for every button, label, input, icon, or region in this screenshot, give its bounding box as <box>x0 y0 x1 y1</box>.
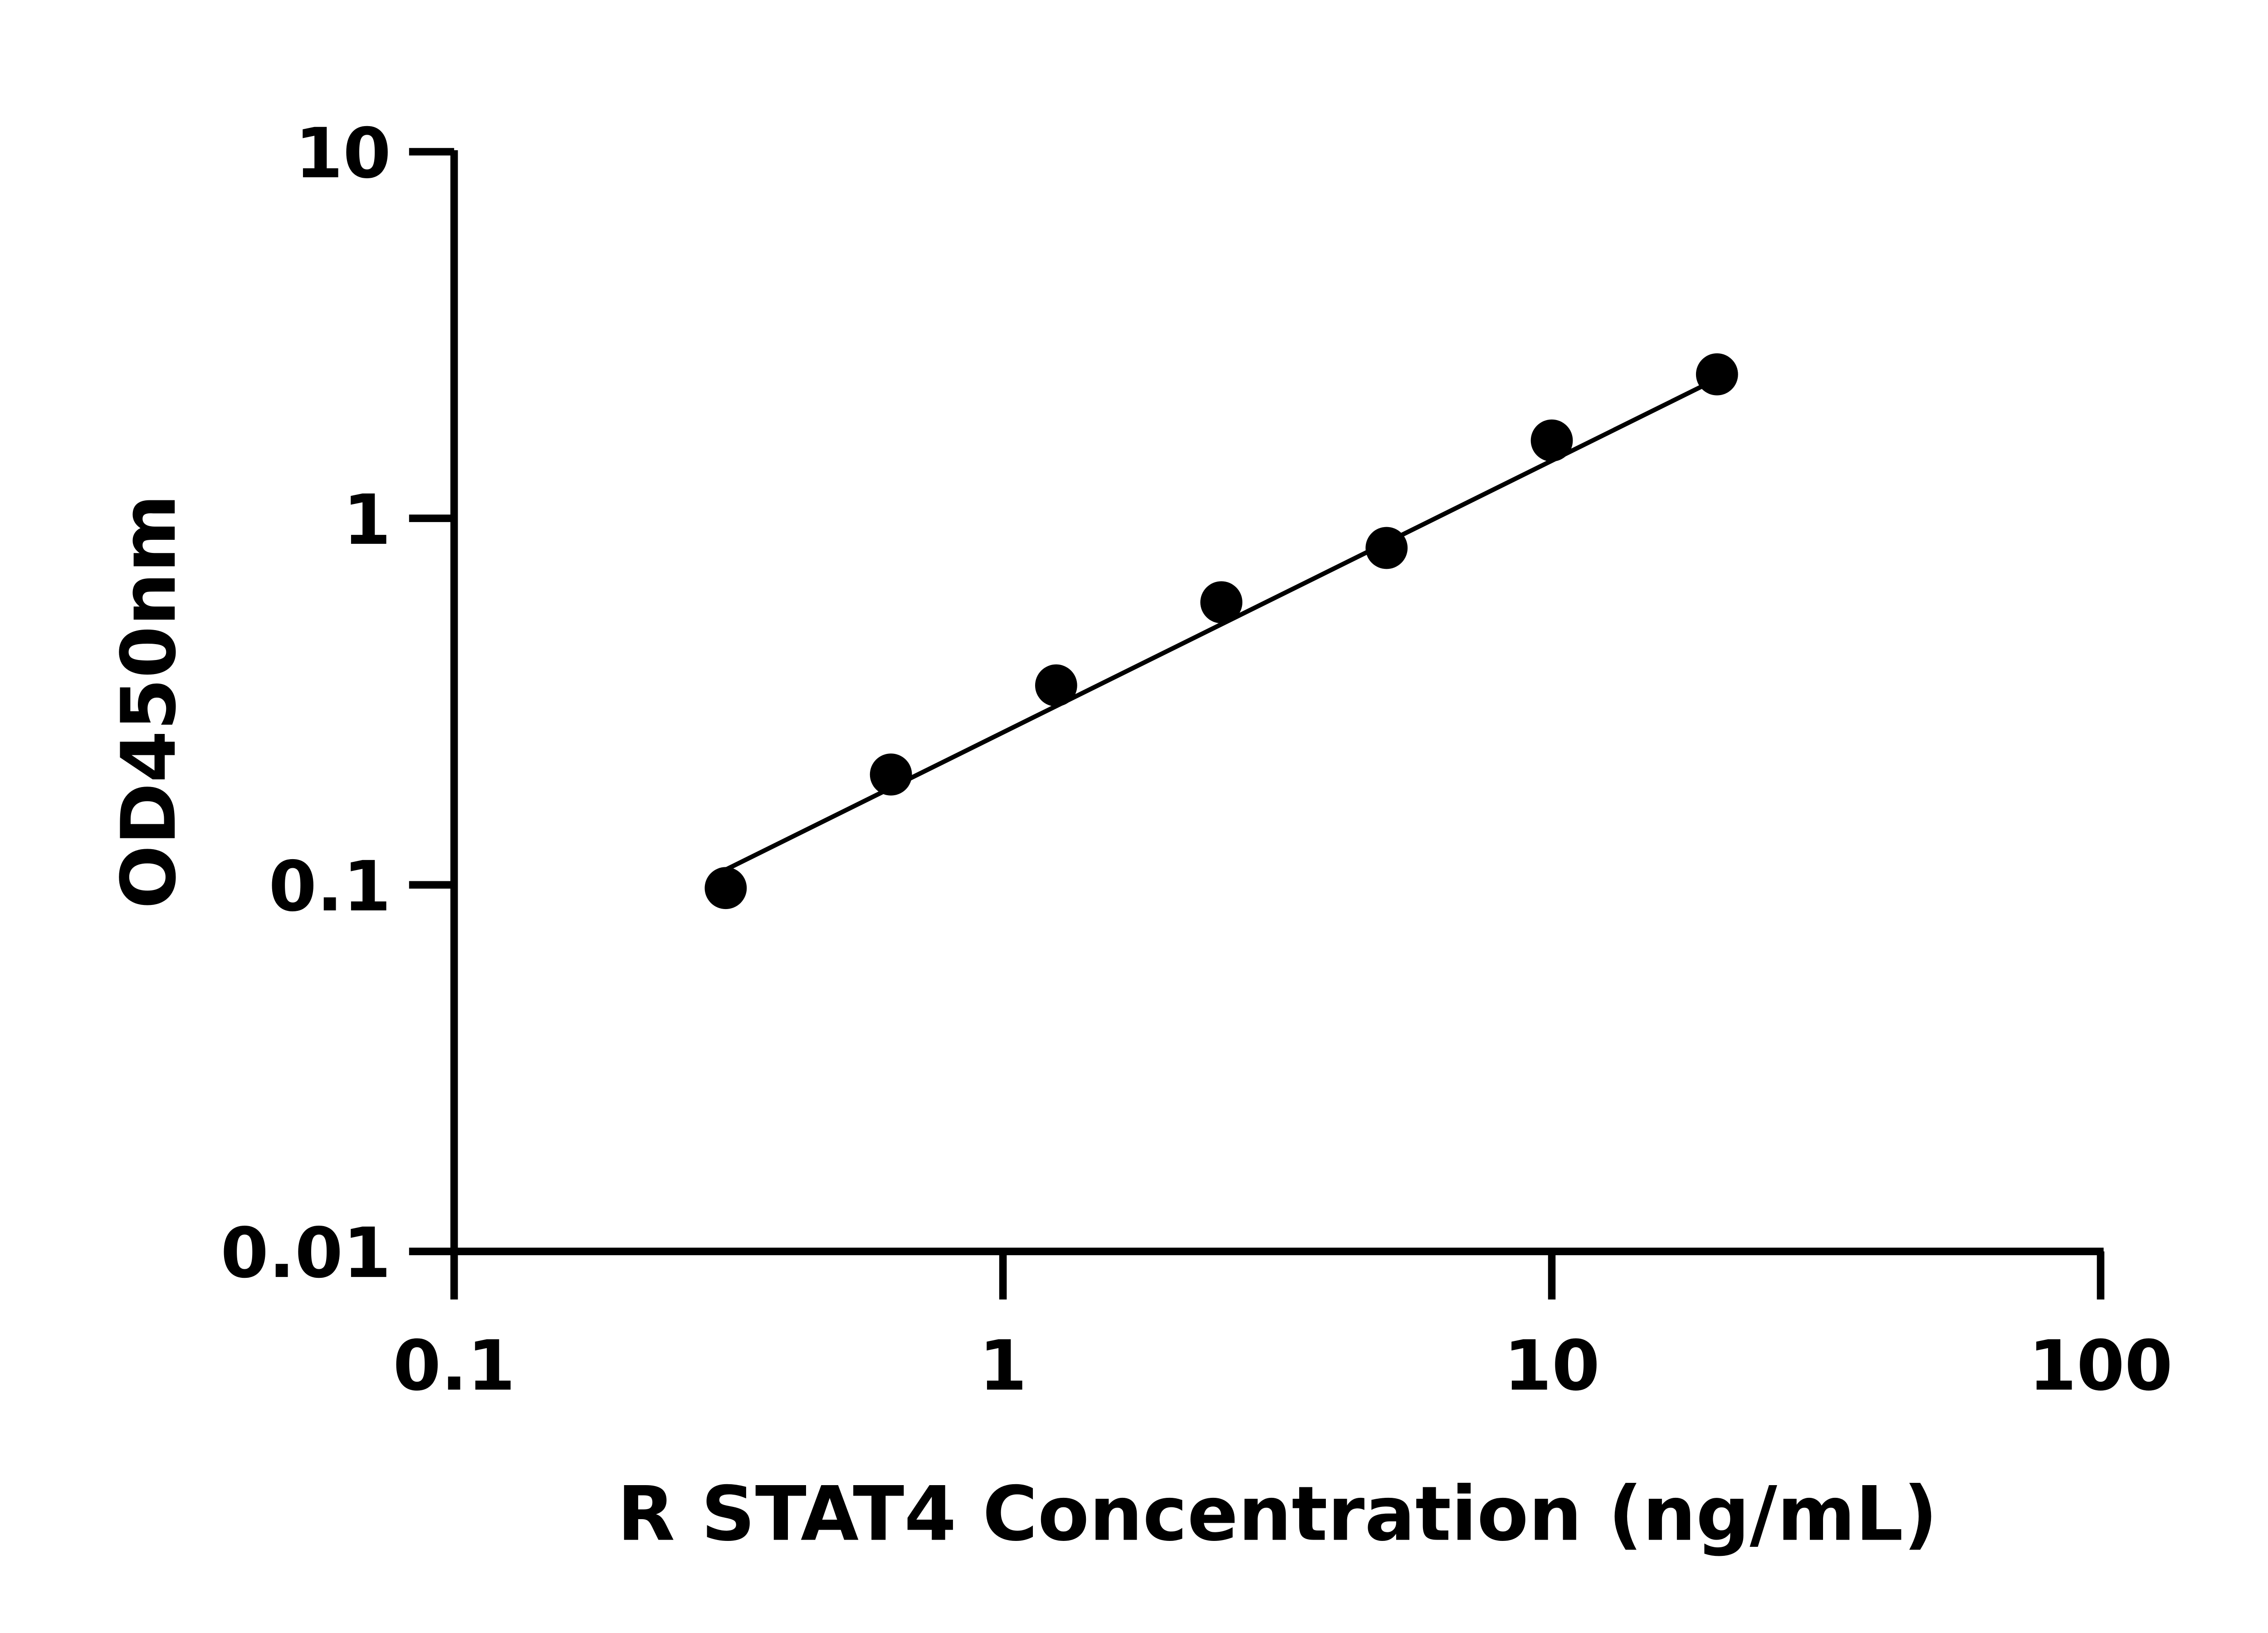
data-marks <box>704 353 1738 909</box>
data-point <box>870 753 912 796</box>
x-tick-label: 100 <box>2028 1325 2173 1406</box>
y-tick-label: 0.1 <box>269 846 391 927</box>
y-axis-label: OD450nm <box>105 494 193 909</box>
x-tick-label: 1 <box>979 1325 1027 1406</box>
data-point <box>1035 664 1077 707</box>
x-axis-label: R STAT4 Concentration (ng/mL) <box>617 1471 1938 1558</box>
x-tick-label: 10 <box>1504 1325 1600 1406</box>
data-point <box>1200 581 1242 624</box>
data-point <box>704 867 747 909</box>
data-point <box>1365 527 1408 569</box>
y-tick-label: 1 <box>343 480 391 560</box>
x-tick-label: 0.1 <box>393 1325 515 1406</box>
data-point <box>1696 353 1738 396</box>
y-tick-label: 10 <box>295 113 391 194</box>
data-point <box>1530 419 1573 462</box>
y-tick-label: 0.01 <box>220 1213 391 1293</box>
